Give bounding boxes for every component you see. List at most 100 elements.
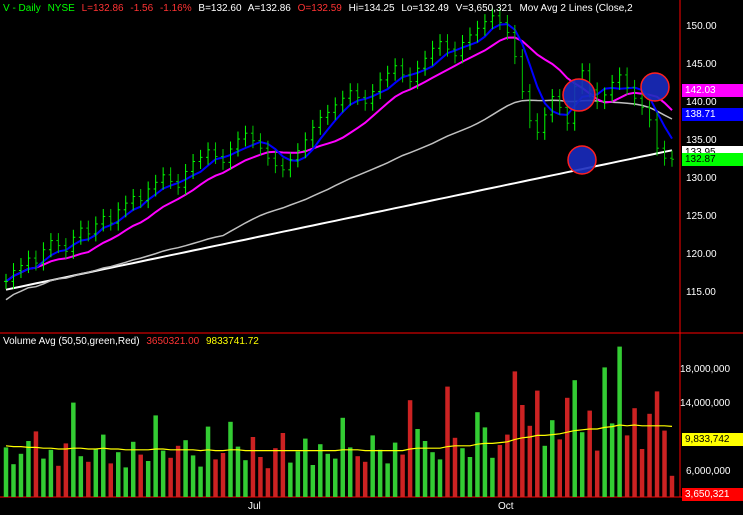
volume-bar: [250, 437, 256, 497]
volume-bar: [370, 435, 375, 497]
volume-bar: [422, 441, 428, 497]
price-tick: 130.00: [686, 173, 717, 184]
volume-bar: [33, 431, 39, 497]
ma-fast-line: [5, 23, 673, 283]
price-tick: 115.00: [686, 287, 716, 298]
x-tick-oct: Oct: [498, 501, 514, 512]
volume-bar: [490, 457, 495, 497]
volume-bar: [542, 445, 548, 497]
price-badge: 142.03: [682, 84, 743, 97]
volume-bar: [505, 434, 510, 497]
volume-bar: [213, 459, 218, 497]
volume-study-label: Volume Avg (50,50,green,Red): [3, 336, 140, 347]
volume-bar: [535, 390, 540, 497]
x-tick-jul: Jul: [248, 501, 261, 512]
volume-bar: [175, 445, 181, 497]
volume-bar: [11, 464, 16, 497]
volume-bar: [415, 429, 420, 497]
volume-bar: [108, 463, 114, 497]
price-badge: 132.87: [682, 153, 743, 166]
volume-bar: [550, 420, 555, 497]
volume-bar: [594, 450, 600, 497]
volume-bar: [145, 461, 151, 497]
volume-bar: [572, 380, 577, 497]
volume-current: 3650321.00: [146, 336, 200, 347]
volume-tick: 18,000,000: [680, 364, 731, 375]
change-value: -1.56: [130, 3, 154, 14]
open-price: O=132.59: [297, 3, 342, 14]
volume-bar: [153, 415, 158, 497]
volume-bar: [377, 449, 383, 497]
volume-bar: [265, 468, 271, 497]
price-badge: 138.71: [682, 108, 743, 121]
high-price: Hi=134.25: [348, 3, 395, 14]
support-circle: [567, 145, 597, 175]
volume-bar: [93, 449, 99, 497]
volume-bar: [385, 463, 390, 497]
volume-bar: [639, 449, 645, 497]
volume-bar: [587, 410, 592, 497]
volume-bar: [78, 456, 84, 497]
volume-bar: [101, 434, 106, 497]
volume-bar: [198, 466, 203, 497]
volume-bar: [355, 456, 360, 497]
volume-avg-badge: 9,833,742: [682, 433, 743, 446]
volume-bar: [123, 467, 128, 497]
volume-bar: [400, 454, 405, 497]
volume-bar: [430, 452, 435, 497]
price-header: V - Daily NYSE L=132.86 -1.56 -1.16% B=1…: [3, 3, 637, 14]
ma-long-line: [5, 149, 673, 291]
volume-bar: [318, 444, 323, 497]
volume-bar: [557, 439, 562, 497]
volume-bar: [564, 397, 570, 497]
volume-bar: [347, 447, 353, 497]
change-percent: -1.16%: [159, 3, 192, 14]
ask-price: A=132.86: [247, 3, 291, 14]
volume-bar: [303, 438, 308, 497]
volume-bar: [497, 445, 503, 497]
volume-bar: [63, 443, 69, 497]
volume-bar: [288, 462, 293, 497]
low-price: Lo=132.49: [401, 3, 449, 14]
volume-bar: [71, 402, 76, 497]
volume-bar: [662, 430, 667, 497]
volume-bar: [235, 446, 241, 497]
volume-bar: [160, 450, 166, 497]
volume-bar: [482, 427, 488, 497]
volume-bar: [467, 457, 473, 497]
study-label: Mov Avg 2 Lines (Close,2: [519, 3, 633, 14]
price-tick: 150.00: [686, 21, 717, 32]
ma-slow-line: [5, 99, 673, 301]
volume-bar: [602, 367, 607, 497]
volume-bar: [654, 391, 660, 497]
volume-average-line: [5, 424, 673, 452]
volume-bar: [624, 435, 630, 497]
volume-last-badge: 3,650,321: [682, 488, 743, 501]
volume-tick: 6,000,000: [686, 466, 731, 477]
volume-bar: [280, 433, 286, 497]
volume-bar: [362, 461, 368, 497]
volume-bar: [190, 455, 196, 497]
volume-bar: [460, 448, 465, 497]
volume-bar: [609, 423, 615, 497]
volume-bar: [325, 453, 331, 497]
volume-bar: [48, 449, 54, 497]
volume-bar: [669, 475, 675, 497]
exchange-label: NYSE: [47, 3, 75, 14]
volume-bar: [243, 460, 248, 497]
volume-bar: [258, 457, 263, 497]
price-tick: 120.00: [686, 249, 717, 260]
volume-bar: [26, 441, 31, 497]
volume-bar: [520, 405, 525, 497]
price-tick: 135.00: [686, 135, 717, 146]
price-tick: 140.00: [686, 97, 717, 108]
volume-bar: [168, 457, 173, 497]
volume-bar: [205, 426, 211, 497]
volume-bar: [130, 441, 136, 497]
volume-bar: [295, 451, 301, 497]
volume-bar: [617, 346, 622, 497]
crossover-circle: [640, 72, 670, 102]
price-tick: 125.00: [686, 211, 717, 222]
